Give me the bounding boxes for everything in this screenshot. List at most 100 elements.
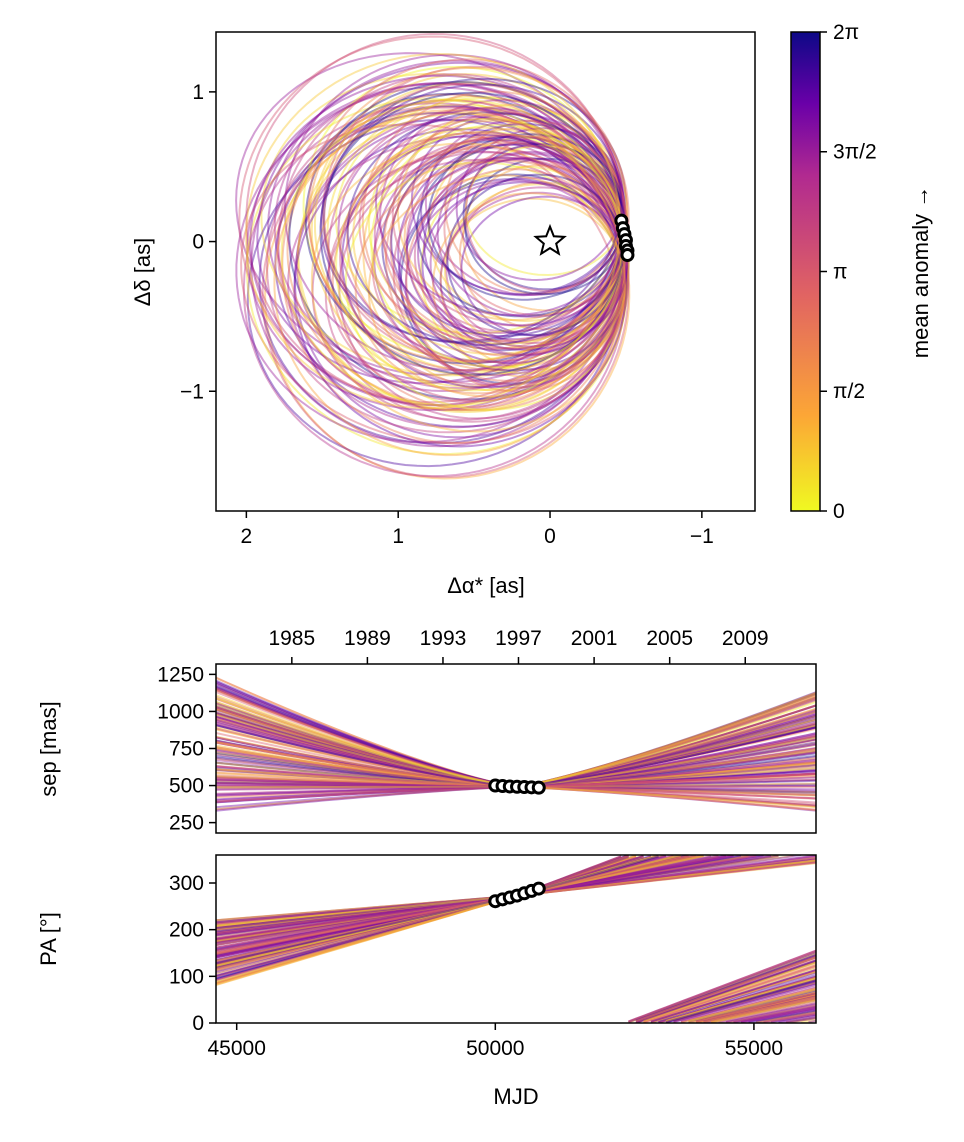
orbit-track (293, 118, 624, 439)
pa-track (216, 855, 816, 1023)
pa-track (216, 855, 816, 1023)
orbit-track (415, 142, 625, 318)
orbit-track (310, 142, 627, 433)
orbit-track (295, 108, 628, 393)
orbit-track (320, 83, 623, 343)
orbit-x-ticks: 2 1 0 −1 (241, 511, 714, 548)
pa-track (216, 855, 816, 1023)
orbit-track (405, 168, 628, 393)
sep-observation-point (531, 780, 546, 795)
orbit-track (432, 192, 627, 378)
pa-track (216, 855, 816, 1022)
pa-track (216, 855, 816, 1023)
pa-track (216, 855, 816, 1023)
pa-track (216, 855, 816, 1023)
pa-track (216, 855, 816, 1023)
pa-track (216, 855, 816, 1023)
orbit-track (384, 141, 625, 382)
orbit-track (261, 106, 630, 479)
pa-track (216, 856, 816, 1023)
pa-track (216, 855, 816, 1023)
sep-y-tick-label: 1250 (157, 663, 204, 686)
orbit-track (286, 99, 627, 409)
orbit-track (323, 82, 629, 364)
pa-track (216, 855, 816, 1023)
pa-track (216, 855, 816, 1023)
orbit-track (273, 83, 625, 390)
orbit-track (446, 173, 624, 337)
pa-track (216, 855, 816, 1023)
orbit-track (240, 123, 620, 445)
orbit-track (310, 73, 624, 388)
orbit-track (274, 111, 627, 428)
pa-track (216, 855, 816, 1023)
pa-track (216, 855, 816, 1023)
orbit-track (416, 152, 625, 341)
pa-track (216, 855, 816, 1023)
orbit-track (429, 176, 629, 348)
pa-track (216, 855, 816, 1023)
pa-track (216, 855, 816, 1023)
orbit-track (423, 157, 628, 327)
pa-track (216, 855, 816, 1023)
pa-track (216, 855, 816, 1023)
colorbar-tick-label: π (833, 260, 848, 283)
sep-top-tick-label: 1985 (268, 627, 315, 650)
pa-track (216, 855, 816, 1022)
orbit-track (345, 132, 625, 372)
orbit-track (413, 157, 625, 343)
orbit-track (373, 138, 629, 350)
colorbar: 0 π/2 π 3π/2 2π mean anomaly → (790, 21, 933, 523)
pa-track (216, 855, 816, 1023)
sep-y-tick-label: 250 (169, 812, 204, 835)
pa-panel: 0 100 200 300 45000 50000 55000 PA [°] MJD (36, 854, 817, 1109)
sep-top-tick-label: 2005 (646, 627, 693, 650)
pa-track (216, 855, 816, 1023)
pa-track (216, 855, 816, 1023)
orbit-y-tick-label: 1 (192, 81, 204, 104)
orbit-track (443, 145, 628, 317)
pa-track (216, 855, 816, 1023)
orbit-track (246, 82, 627, 412)
orbit-track (280, 98, 627, 407)
pa-track (216, 855, 816, 1023)
orbit-track (362, 119, 629, 392)
pa-track (216, 856, 816, 1023)
orbit-track (265, 99, 630, 434)
pa-track (216, 855, 816, 1023)
orbit-track (419, 165, 629, 375)
pa-track (216, 855, 816, 1023)
orbit-track (281, 93, 626, 444)
orbit-track (264, 111, 631, 480)
orbit-track (352, 126, 624, 356)
pa-track (216, 855, 816, 1023)
orbit-track (443, 183, 627, 349)
pa-track (216, 855, 816, 1023)
pa-track (216, 856, 816, 1023)
orbit-track (322, 77, 627, 344)
orbit-track (370, 124, 624, 369)
pa-track (216, 855, 816, 1023)
orbit-track (245, 32, 625, 406)
pa-track (216, 856, 816, 1023)
pa-track (216, 856, 816, 1023)
pa-lines (216, 855, 816, 1023)
pa-track (216, 855, 816, 1022)
orbit-panel: 2 1 0 −1 1 0 −1 Δα* [as] Δδ [as] (130, 31, 756, 598)
orbit-track (398, 177, 629, 372)
orbit-track (371, 156, 628, 368)
orbit-track (327, 106, 626, 402)
orbit-track (287, 135, 630, 429)
orbit-track (339, 131, 626, 386)
orbit-track (341, 133, 625, 389)
orbit-track (245, 52, 622, 410)
orbit-track (383, 133, 626, 342)
orbit-track (235, 86, 624, 444)
pa-track (216, 855, 816, 1022)
pa-track (216, 855, 816, 1023)
orbit-track (361, 90, 625, 350)
orbit-track (400, 173, 626, 385)
orbit-track (404, 179, 624, 389)
orbit-track (297, 103, 627, 414)
